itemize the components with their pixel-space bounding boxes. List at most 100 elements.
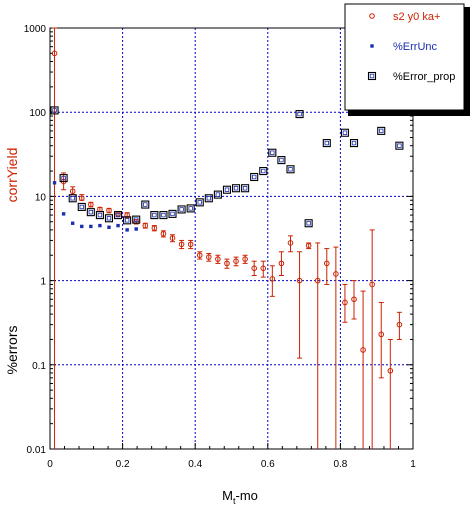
data-point-inner	[61, 175, 66, 181]
data-point	[286, 165, 295, 174]
data-point-inner	[170, 211, 175, 217]
data-point-inner	[179, 207, 184, 212]
data-point	[70, 221, 75, 225]
data-point	[95, 211, 104, 220]
data-point	[387, 367, 394, 374]
data-point	[88, 201, 94, 208]
legend-marker	[367, 71, 377, 81]
data-point-inner	[134, 217, 139, 222]
data-point	[296, 277, 303, 284]
data-point	[222, 185, 232, 194]
data-point-inner	[342, 130, 348, 135]
legend-marker	[370, 44, 374, 48]
data-point	[50, 106, 59, 115]
data-point	[106, 207, 112, 214]
data-point	[242, 256, 248, 262]
y-tick-label: 10	[35, 192, 47, 203]
data-point	[287, 240, 294, 246]
data-point	[107, 225, 111, 229]
data-point	[231, 184, 241, 193]
x-tick-label: 0.2	[116, 459, 130, 470]
data-point	[224, 260, 230, 267]
data-point-inner	[215, 192, 221, 197]
data-point	[78, 195, 85, 202]
data-point	[151, 225, 158, 231]
data-point	[61, 212, 66, 216]
data-point	[206, 254, 212, 260]
data-point	[322, 139, 331, 148]
data-point	[86, 208, 95, 217]
data-point	[277, 156, 286, 165]
data-point	[215, 256, 221, 262]
data-point	[349, 139, 359, 148]
data-point-inner	[106, 216, 112, 221]
x-tick-label: 0	[47, 459, 53, 470]
y-axis-label-top: corrYield	[4, 148, 20, 203]
data-point	[278, 260, 285, 267]
data-point	[196, 252, 203, 259]
data-point	[250, 172, 259, 182]
y-tick-label: 100	[29, 108, 46, 119]
data-point-inner	[52, 108, 57, 113]
data-point	[69, 188, 76, 195]
data-point	[233, 258, 239, 264]
x-tick-label: 0.6	[261, 459, 275, 470]
data-point-inner	[70, 196, 75, 201]
data-point	[123, 216, 132, 225]
grid-lines	[50, 28, 413, 449]
data-point	[59, 174, 68, 183]
data-point	[395, 141, 404, 150]
data-point	[268, 148, 277, 157]
data-point-inner	[288, 167, 293, 172]
y-tick-label: 0.01	[27, 445, 47, 456]
data-point-inner	[279, 157, 284, 163]
data-point	[378, 331, 385, 338]
data-point-inner	[324, 140, 329, 146]
data-point	[259, 167, 268, 176]
data-point-inner	[79, 204, 84, 210]
data-point	[251, 265, 257, 272]
data-point-inner	[270, 150, 275, 155]
data-point-inner	[261, 168, 266, 174]
data-point	[295, 110, 304, 119]
data-point	[80, 224, 84, 229]
legend-label: %ErrUnc	[393, 41, 438, 53]
data-point	[213, 190, 222, 199]
data-point-inner	[206, 196, 212, 201]
data-point	[360, 347, 366, 353]
legend-box	[344, 3, 465, 111]
data-point	[187, 241, 194, 248]
data-point	[314, 277, 321, 284]
data-point-inner	[251, 174, 257, 180]
data-point	[195, 198, 204, 207]
data-point	[68, 194, 77, 203]
data-point-inner	[143, 202, 148, 207]
legend-marker-inner	[369, 73, 375, 79]
x-tick-label: 0.4	[188, 459, 202, 470]
data-point	[177, 205, 186, 214]
x-axis-label-sub: t	[233, 496, 236, 506]
series-0	[51, 27, 403, 449]
legend-label: %Error_prop	[393, 71, 455, 83]
data-point	[168, 209, 177, 218]
plot-frame	[49, 27, 414, 450]
y-axis-label-bottom: %errors	[4, 325, 20, 374]
data-point-inner	[161, 212, 166, 218]
data-point	[305, 242, 312, 249]
data-point	[396, 321, 403, 328]
x-tick-label: 1	[410, 459, 416, 470]
data-point	[124, 212, 130, 218]
data-point	[369, 281, 375, 288]
data-point	[52, 181, 57, 185]
data-point	[89, 224, 93, 229]
data-point	[132, 215, 141, 224]
data-point	[269, 276, 276, 282]
axis-ticks: 0 0.2 0.4 0.6 0.8 1 0.01 0.1 1 10 100 1000	[24, 24, 416, 470]
data-point-inner	[197, 200, 202, 205]
x-axis-label-suffix: -mo	[235, 488, 257, 503]
data-point	[114, 211, 123, 220]
data-point-inner	[224, 187, 230, 192]
data-point	[77, 202, 86, 211]
data-point	[333, 271, 339, 277]
